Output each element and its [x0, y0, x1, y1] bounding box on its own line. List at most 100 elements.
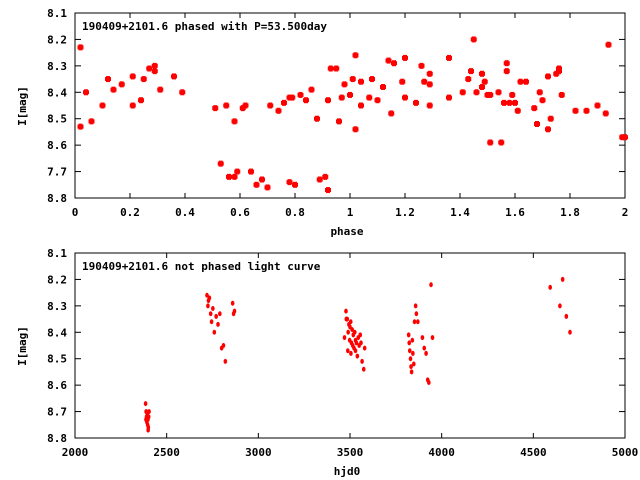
data-point — [539, 97, 546, 104]
data-point — [105, 76, 111, 83]
data-point — [531, 105, 538, 112]
data-point — [216, 321, 220, 327]
data-point — [171, 73, 177, 80]
y-tick-label: 8.6 — [47, 139, 67, 152]
data-point — [358, 78, 364, 85]
y-tick-label: 8.3 — [47, 300, 67, 313]
data-point — [316, 176, 323, 183]
y-tick-label: 8.2 — [47, 273, 67, 286]
data-point — [426, 70, 433, 77]
data-point — [223, 102, 230, 109]
x-axis-label-phased: phase — [330, 225, 363, 238]
y-ticks-unphased: 8.1 8.2 8.3 8.4 8.5 8.6 8.7 8.8 — [47, 247, 625, 445]
x-tick-label: 0.4 — [175, 206, 195, 219]
data-point — [264, 184, 271, 191]
data-point — [426, 81, 433, 88]
data-point — [548, 284, 552, 290]
data-point — [281, 99, 287, 106]
data-point — [359, 340, 363, 346]
data-point — [568, 329, 572, 335]
y-tick-label: 8.1 — [47, 247, 67, 260]
data-point — [411, 350, 415, 356]
data-point — [239, 105, 246, 112]
data-point — [327, 65, 334, 72]
data-point — [352, 52, 359, 59]
data-point — [99, 102, 106, 109]
data-point — [388, 110, 395, 117]
data-point — [427, 380, 431, 385]
data-point — [410, 337, 415, 343]
x-tick-label: 1.4 — [450, 206, 470, 219]
data-point — [426, 102, 433, 109]
data-point — [412, 361, 416, 367]
data-point — [151, 62, 158, 69]
data-point — [325, 97, 331, 104]
data-point — [545, 73, 551, 80]
data-point — [402, 94, 408, 101]
data-point — [223, 358, 228, 364]
unphased-light-curve-panel: 190409+2101.6 not phased light curve hjd… — [16, 247, 638, 478]
data-point — [347, 91, 353, 98]
data-point — [560, 276, 565, 282]
data-point — [605, 41, 612, 48]
x-tick-label: 0.6 — [230, 206, 250, 219]
data-point — [207, 295, 212, 301]
data-point — [409, 364, 413, 370]
data-point — [234, 168, 241, 175]
y-tick-label: 8.5 — [47, 353, 67, 366]
data-point — [358, 332, 363, 338]
x-ticks-phased: 0 0.2 0.4 0.6 0.8 1 1.2 1.4 1.6 1.8 2 — [72, 13, 628, 219]
data-point — [534, 121, 540, 127]
data-point — [350, 327, 355, 333]
data-point — [353, 348, 358, 354]
data-point — [468, 68, 474, 75]
data-point — [583, 107, 590, 114]
x-tick-label: 3500 — [337, 446, 364, 459]
data-point — [547, 115, 554, 122]
data-point — [495, 89, 502, 96]
data-point — [558, 91, 565, 98]
data-point — [303, 97, 309, 104]
data-point — [289, 94, 296, 101]
data-point — [292, 181, 298, 188]
data-point — [429, 282, 433, 288]
data-point — [360, 358, 364, 364]
y-tick-label: 7.7 — [47, 166, 67, 179]
data-point — [503, 68, 510, 75]
x-tick-label: 1 — [347, 206, 354, 219]
data-point — [212, 105, 219, 112]
data-point — [144, 417, 148, 422]
data-point — [572, 107, 579, 114]
data-points-phased — [77, 36, 628, 194]
data-point — [157, 86, 164, 93]
data-point — [420, 335, 425, 341]
x-tick-label: 1.6 — [505, 206, 525, 219]
y-tick-label: 8.4 — [47, 86, 67, 99]
data-point — [362, 345, 367, 351]
data-point — [361, 366, 366, 372]
y-tick-label: 8.8 — [47, 432, 67, 445]
data-point — [147, 409, 151, 415]
data-point — [146, 427, 150, 433]
data-point — [346, 329, 350, 335]
data-point — [380, 84, 386, 90]
data-point — [209, 319, 214, 325]
data-point — [352, 126, 359, 133]
y-tick-label: 8.8 — [47, 192, 67, 205]
data-point — [275, 107, 282, 114]
data-point — [487, 91, 494, 98]
data-point — [353, 337, 358, 343]
data-point — [407, 348, 412, 354]
data-point — [594, 102, 601, 109]
data-point — [399, 78, 406, 85]
data-point — [336, 118, 342, 125]
data-point — [259, 176, 265, 183]
x-tick-label: 4000 — [428, 446, 455, 459]
data-point — [558, 303, 562, 309]
data-point — [248, 168, 254, 175]
data-point — [297, 91, 304, 98]
data-point — [517, 78, 524, 85]
data-point — [564, 313, 569, 319]
data-point — [408, 356, 413, 362]
data-point — [143, 401, 148, 407]
